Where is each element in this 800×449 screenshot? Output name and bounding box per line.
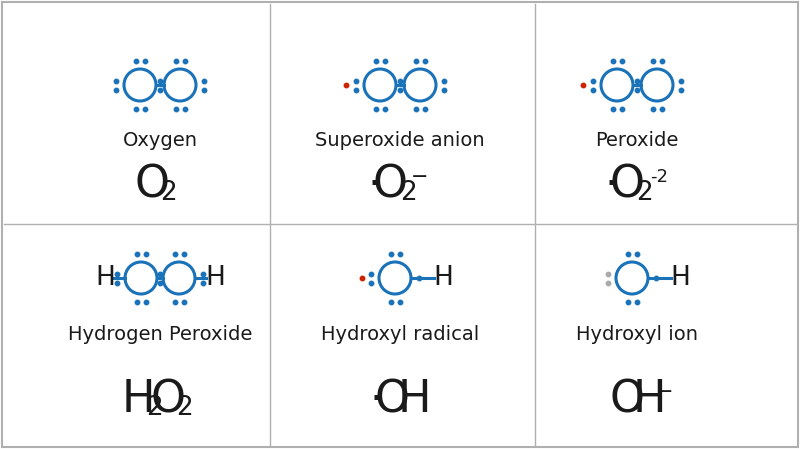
Text: 2: 2 [160,180,176,206]
Text: H: H [122,379,154,422]
Text: O: O [374,379,410,422]
Text: O: O [134,163,170,207]
Text: H: H [398,379,430,422]
Text: Superoxide anion: Superoxide anion [315,131,485,150]
Text: 2: 2 [400,180,416,206]
Text: ·: · [604,164,618,206]
Text: 2: 2 [176,395,192,421]
Text: H: H [95,265,115,291]
Text: Hydrogen Peroxide: Hydrogen Peroxide [68,326,252,344]
Text: -2: -2 [650,168,668,186]
Text: O: O [610,163,645,207]
Text: H: H [632,379,666,422]
Text: −: − [656,382,674,402]
Text: Peroxide: Peroxide [595,131,678,150]
Text: O: O [610,379,645,422]
Text: H: H [433,265,453,291]
Text: Hydroxyl ion: Hydroxyl ion [576,326,698,344]
Text: H: H [205,265,225,291]
Text: H: H [670,265,690,291]
Text: 2: 2 [637,180,654,206]
Text: Oxygen: Oxygen [122,131,198,150]
Text: ·: · [370,379,382,421]
Text: O: O [373,163,407,207]
Text: ·: · [367,164,381,206]
Text: O: O [150,379,186,422]
Text: Hydroxyl radical: Hydroxyl radical [321,326,479,344]
Text: −: − [411,167,429,187]
Text: 2: 2 [146,395,162,421]
